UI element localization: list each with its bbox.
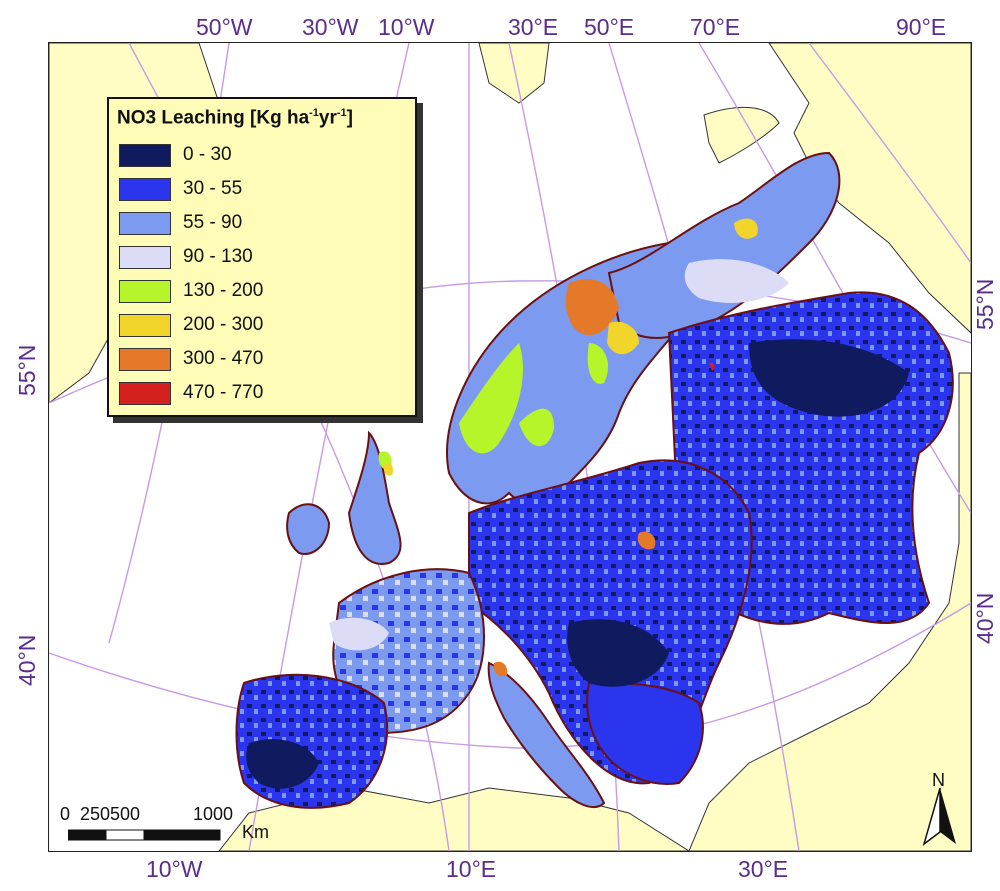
- legend: NO3 Leaching [Kg ha-1yr-1] 0 - 30 30 - 5…: [107, 97, 417, 417]
- scale-label-500: 500: [110, 804, 141, 824]
- legend-item: 55 - 90: [119, 211, 242, 235]
- map-frame: NO3 Leaching [Kg ha-1yr-1] 0 - 30 30 - 5…: [48, 42, 972, 852]
- legend-swatch: [119, 245, 171, 269]
- top-tick-10w: 10°W: [378, 14, 435, 40]
- legend-swatch: [119, 347, 171, 371]
- legend-label: 0 - 30: [183, 144, 232, 165]
- great-britain: [347, 430, 402, 565]
- legend-swatch: [119, 381, 171, 405]
- top-tick-50w: 50°W: [196, 14, 253, 40]
- legend-item: 90 - 130: [119, 245, 253, 269]
- legend-label: 55 - 90: [183, 212, 243, 233]
- hotspots: [246, 218, 909, 789]
- right-tick-40n: 40°N: [972, 592, 998, 644]
- scale-unit: Km: [242, 822, 269, 842]
- legend-label: 130 - 200: [183, 280, 264, 301]
- top-tick-30w: 30°W: [302, 14, 359, 40]
- top-tick-50e: 50°E: [584, 14, 635, 40]
- bottom-tick-30e: 30°E: [738, 856, 789, 882]
- scale-bar-graphic: [68, 829, 221, 841]
- north-arrow-icon: [922, 788, 956, 846]
- top-tick-90e: 90°E: [896, 14, 947, 40]
- legend-label: 30 - 55: [183, 178, 243, 199]
- bottom-tick-10e: 10°E: [446, 856, 497, 882]
- legend-swatch: [119, 313, 171, 337]
- bottom-tick-10w: 10°W: [146, 856, 203, 882]
- legend-label: 470 - 770: [183, 382, 264, 403]
- legend-label: 200 - 300: [183, 314, 264, 335]
- legend-swatch: [119, 143, 171, 167]
- legend-label: 300 - 470: [183, 348, 264, 369]
- scale-label-0: 0: [60, 804, 71, 824]
- europe-map: [49, 43, 971, 851]
- scale-label-250: 250: [80, 804, 111, 824]
- scale-label-1000: 1000: [193, 804, 234, 824]
- left-tick-40n: 40°N: [14, 634, 40, 686]
- legend-item: 200 - 300: [119, 313, 263, 337]
- balkans: [586, 681, 704, 785]
- legend-item: 30 - 55: [119, 177, 242, 201]
- legend-label: 90 - 130: [183, 246, 253, 267]
- ireland: [286, 503, 331, 555]
- top-tick-30e: 30°E: [508, 14, 559, 40]
- italy: [487, 661, 606, 808]
- legend-item: 470 - 770: [119, 381, 263, 405]
- legend-swatch: [119, 177, 171, 201]
- legend-swatch: [119, 279, 171, 303]
- legend-title: NO3 Leaching [Kg ha-1yr-1]: [117, 107, 353, 129]
- left-tick-55n: 55°N: [14, 344, 40, 396]
- legend-swatch: [119, 211, 171, 235]
- legend-item: 300 - 470: [119, 347, 263, 371]
- north-label: N: [932, 770, 945, 790]
- legend-item: 0 - 30: [119, 143, 232, 167]
- top-tick-70e: 70°E: [690, 14, 741, 40]
- right-tick-55n: 55°N: [972, 278, 998, 330]
- legend-item: 130 - 200: [119, 279, 263, 303]
